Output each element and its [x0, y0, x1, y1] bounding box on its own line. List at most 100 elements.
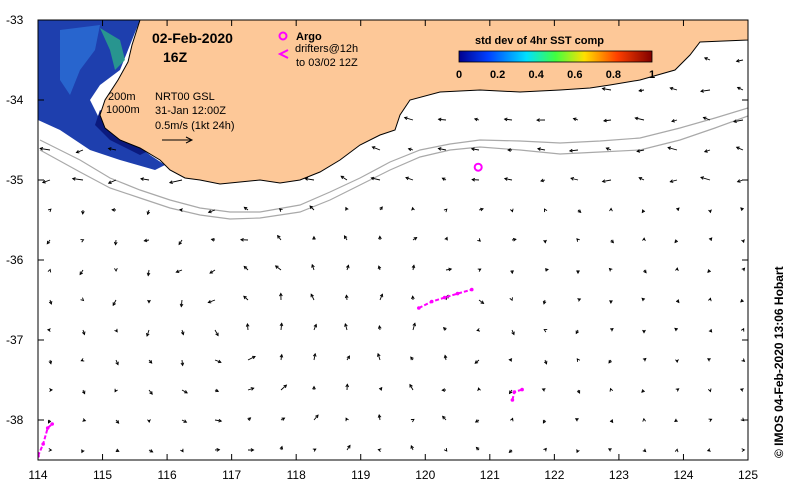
colorbar-tick-label: 0 [456, 69, 462, 81]
current-vector-head [216, 448, 221, 452]
current-vector-head [543, 208, 548, 213]
current-vector [412, 323, 416, 331]
current-vector-head [240, 237, 244, 242]
current-vector-head [409, 383, 413, 388]
current-vector-head [411, 264, 416, 269]
x-tick-label: 120 [415, 468, 435, 482]
current-vector-head [41, 180, 46, 184]
current-vector-head [735, 59, 740, 63]
current-vector-head [507, 148, 511, 152]
current-vector-head [543, 447, 547, 452]
current-vector-head [574, 418, 579, 422]
current-vector-head [403, 116, 408, 121]
current-vector-head [741, 448, 746, 452]
current-vector-head [46, 240, 51, 245]
drifter-position [41, 442, 45, 446]
current-vector-head [708, 418, 713, 422]
current-vector-head [281, 417, 286, 421]
current-vector-head [278, 208, 283, 212]
drifter-position [442, 295, 447, 300]
current-vector-head [503, 177, 508, 181]
current-vector-head [470, 147, 475, 152]
current-vector [737, 87, 744, 91]
current-vector-head [707, 269, 711, 273]
current-vector [637, 149, 645, 152]
drifter-position [510, 398, 515, 402]
current-vector-head [377, 413, 382, 418]
x-tick-label: 119 [351, 468, 370, 482]
current-vector-head [735, 146, 740, 150]
current-vector [76, 149, 84, 153]
current-vector-head [343, 235, 348, 239]
current-vector-head [48, 448, 53, 452]
current-vector-head [279, 322, 284, 327]
current-vector-head [608, 359, 612, 364]
current-vector-head [340, 175, 345, 180]
current-vector [736, 59, 744, 62]
current-vector-head [605, 147, 610, 151]
current-vector [340, 175, 348, 181]
current-vector-head [675, 388, 680, 392]
current-vector-head [370, 176, 375, 181]
current-vector-head [345, 206, 349, 211]
colorbar-tick-label: 0.4 [529, 69, 545, 81]
current-vector-head [576, 358, 581, 362]
current-vector-head [669, 86, 674, 91]
current-vector-head [315, 414, 319, 419]
drifter-position [45, 426, 50, 430]
current-vector [371, 177, 381, 181]
current-vector-head [411, 295, 415, 300]
drifter-position [50, 422, 54, 426]
current-vector-head [480, 207, 484, 212]
current-vector-head [442, 326, 447, 331]
current-vector [108, 179, 117, 184]
sst-patch-light [60, 25, 100, 95]
current-vector-head [675, 207, 680, 212]
isobath-200-label: 200m [108, 91, 136, 103]
current-vector-head [82, 418, 87, 422]
current-vector-head [509, 297, 513, 302]
current-vector [700, 176, 711, 181]
current-vector-head [80, 297, 85, 302]
drifter-legend-label: drifters@12h [295, 43, 358, 55]
current-vector-head [379, 206, 383, 211]
current-vector [140, 178, 150, 181]
x-tick-label: 117 [222, 468, 241, 482]
current-vector-head [708, 297, 712, 302]
current-vector-head [410, 418, 415, 423]
product-label: NRT00 GSL [155, 91, 215, 103]
current-vector [409, 384, 414, 391]
current-vector-head [641, 297, 646, 302]
drifter-tracks [38, 287, 524, 458]
current-vector-head [378, 235, 382, 240]
current-vector [602, 179, 612, 183]
current-vector-head [312, 352, 317, 357]
current-vector-head [741, 239, 745, 244]
x-tick-label: 123 [609, 468, 629, 482]
current-vector-head [708, 237, 713, 242]
current-vector [478, 299, 484, 304]
current-vector-head [542, 300, 547, 305]
colorbar-ticks: 0 0.2 0.4 0.6 0.8 1 [456, 69, 655, 81]
current-vector [313, 324, 317, 331]
current-vector [670, 179, 678, 183]
drifter-legend-label-2: to 03/02 12Z [296, 57, 358, 69]
current-vector-head [641, 389, 645, 393]
current-vector-head [407, 147, 412, 152]
current-vector-head [641, 209, 646, 214]
y-tick-label: -37 [6, 333, 24, 347]
current-vector [108, 147, 117, 151]
sst-patch-green [100, 28, 125, 70]
current-vector-head [47, 419, 52, 424]
current-vector-head [180, 331, 185, 336]
x-tick-label: 115 [93, 468, 112, 482]
isobath-200m [39, 107, 748, 213]
current-vector-head [474, 419, 479, 423]
current-vector-head [441, 388, 446, 392]
current-vector-head [413, 237, 418, 241]
current-vector-head [412, 322, 417, 327]
current-vector-head [346, 264, 350, 269]
current-vector-head [371, 146, 376, 150]
argo-legend-icon [278, 31, 288, 41]
current-vector-head [243, 206, 248, 211]
